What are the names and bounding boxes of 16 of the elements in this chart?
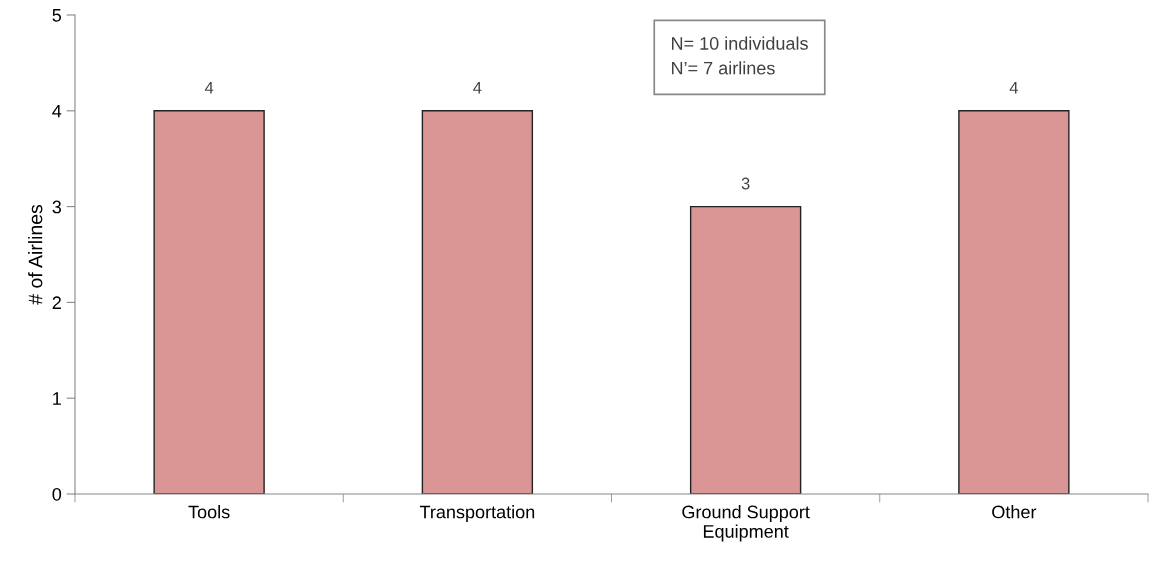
y-tick-label: 3 [52,200,62,214]
y-tick-label: 1 [53,392,61,405]
x-tick-label: Other [992,505,1037,519]
data-label: 4 [473,81,482,94]
data-label: 4 [204,81,214,94]
data-label: 3 [741,177,750,190]
y-tick-label: 2 [52,296,61,309]
data-label: 4 [1009,81,1019,94]
y-tick-label: 0 [52,487,62,501]
x-tick-label: Ground Support Equipment [682,505,810,542]
y-tick-label: 5 [52,9,62,22]
y-tick-label: 4 [52,104,62,118]
y-axis-title: # of Airlines [28,204,43,305]
x-tick-label: Tools [188,505,230,519]
x-tick-label: Transportation [419,505,535,522]
annotation: N= 10 individuals N’= 7 airlines [672,36,808,75]
